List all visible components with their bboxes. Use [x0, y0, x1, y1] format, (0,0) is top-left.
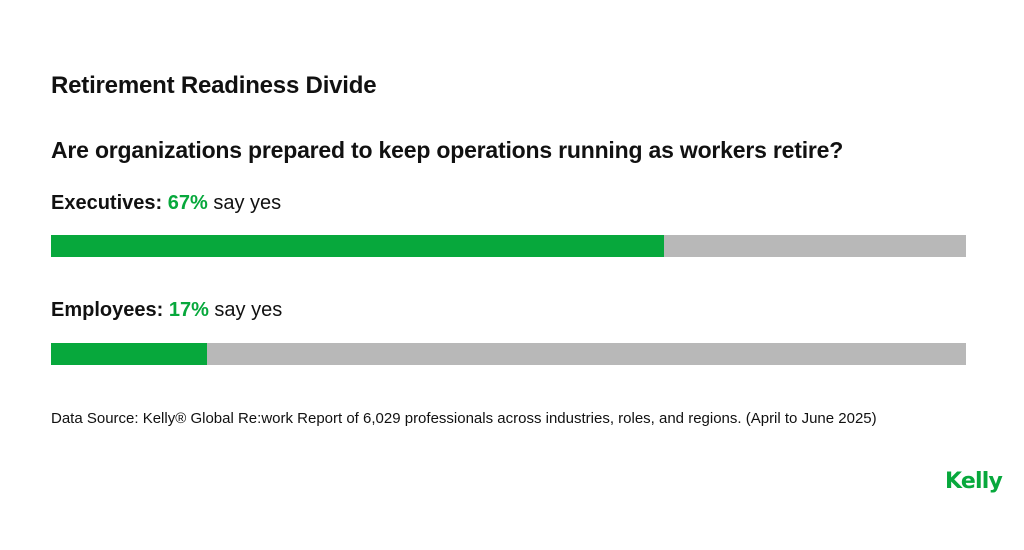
executives-suffix-label: say yes: [213, 192, 282, 214]
employees-percent-label: 17%: [168, 299, 209, 321]
employees-bar: [51, 343, 207, 365]
executives-label: Executives: 67% say yes: [51, 192, 281, 215]
chart-title: Retirement Readiness Divide: [51, 72, 377, 99]
employees-group-label: Employees:: [51, 299, 164, 321]
data-source-note: Data Source: Kelly® Global Re:work Repor…: [51, 410, 877, 427]
chart-subtitle: Are organizations prepared to keep opera…: [51, 137, 844, 163]
kelly-logo: Kelly: [944, 469, 1003, 494]
employees-suffix-label: say yes: [214, 299, 283, 321]
executives-bar-track: [51, 235, 966, 257]
employees-label: Employees: 17% say yes: [51, 299, 282, 322]
executives-group-label: Executives:: [51, 192, 163, 214]
employees-bar-track: [51, 343, 966, 365]
executives-percent-label: 67%: [167, 192, 208, 214]
executives-bar: [51, 235, 665, 257]
